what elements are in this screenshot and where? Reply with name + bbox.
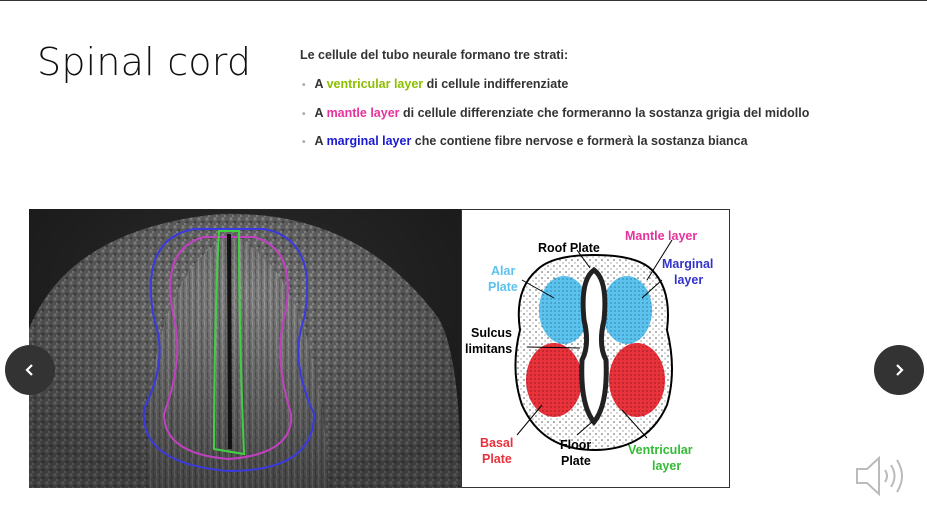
speaker-icon bbox=[856, 455, 903, 497]
label-floor-plate-line1: Floor bbox=[560, 438, 591, 452]
bullet-dot-icon: • bbox=[302, 80, 306, 91]
bullet-list: • A ventricular layer di cellule indiffer… bbox=[302, 74, 809, 160]
label-floor-plate-line2: Plate bbox=[561, 454, 591, 468]
bullet-prefix: A bbox=[314, 77, 327, 91]
label-alar-plate-line2: Plate bbox=[488, 280, 518, 294]
bullet-text: di cellule differenziate che formeranno … bbox=[399, 105, 810, 120]
label-sulcus-limitans-line1: Sulcus bbox=[471, 326, 512, 340]
bullet-prefix: A bbox=[314, 105, 327, 120]
audio-button[interactable] bbox=[853, 452, 911, 500]
term-marginal-layer: marginal layer bbox=[326, 134, 412, 148]
top-border bbox=[0, 0, 927, 1]
chevron-left-icon bbox=[25, 364, 33, 376]
label-mantle-layer: Mantle layer bbox=[625, 229, 697, 243]
next-slide-button[interactable] bbox=[874, 345, 924, 395]
bullet-dot-icon: • bbox=[302, 108, 306, 120]
slide-intro: Le cellule del tubo neurale formano tre … bbox=[300, 48, 569, 62]
label-roof-plate: Roof Plate bbox=[538, 241, 600, 255]
bullet-item: • A marginal layer che contiene fibre ner… bbox=[302, 131, 809, 160]
label-sulcus-limitans-line2: limitans bbox=[465, 342, 512, 356]
term-ventricular-layer: ventricular layer bbox=[326, 77, 424, 91]
label-ventricular-layer-line2: layer bbox=[652, 459, 681, 473]
label-marginal-layer-line1: Marginal bbox=[662, 257, 713, 271]
label-ventricular-layer-line1: Ventricular bbox=[628, 443, 693, 457]
bullet-item: • A ventricular layer di cellule indiffer… bbox=[302, 74, 809, 103]
label-basal-plate-line1: Basal bbox=[480, 436, 513, 450]
chevron-right-icon bbox=[896, 364, 904, 376]
label-alar-plate-line1: Alar bbox=[491, 264, 515, 278]
term-mantle-layer: mantle layer bbox=[326, 105, 400, 120]
micrograph-image bbox=[29, 209, 461, 488]
bullet-text: di cellule indifferenziate bbox=[423, 77, 569, 91]
bullet-dot-icon: • bbox=[302, 137, 306, 148]
previous-slide-button[interactable] bbox=[5, 345, 55, 395]
bullet-item: • A mantle layer di cellule differenziate… bbox=[302, 103, 809, 132]
label-basal-plate-line2: Plate bbox=[482, 452, 512, 466]
neural-tube-diagram: Roof Plate Mantle layer Marginal layer A… bbox=[461, 209, 730, 488]
bullet-text: che contiene fibre nervose e formerà la … bbox=[411, 134, 748, 148]
slide-title: Spinal cord bbox=[37, 40, 252, 84]
bullet-prefix: A bbox=[314, 134, 327, 148]
label-marginal-layer-line2: layer bbox=[674, 273, 703, 287]
